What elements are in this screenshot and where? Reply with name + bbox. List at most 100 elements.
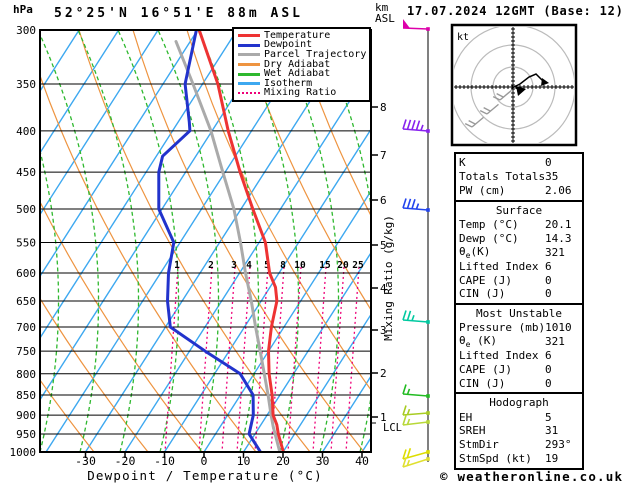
indices-box: Hodograph EH 5 SREH 31 StmDir 293° StmSpd (kt) 1… (454, 392, 584, 470)
temperature-tick-label: -30 (75, 454, 96, 468)
mixing-ratio-label: 3 (231, 260, 237, 271)
wind-barb-half-tick (406, 418, 411, 425)
indices-box: Most Unstable Pressure (mb) 1010 θe (K) 321 L… (454, 302, 584, 395)
indices-row: Lifted Index 6 (459, 259, 579, 273)
indices-row-value: 1010 (545, 321, 572, 335)
indices-box: Surface Temp (°C) 20.1 Dewp (°C) 14.3 θe(K) 32… (454, 199, 584, 305)
hodograph-barb-tick (464, 122, 473, 128)
legend-item: Dewpoint (238, 39, 367, 51)
wind-barb-full-tick (402, 449, 407, 460)
wind-barb-full-tick (402, 198, 407, 209)
isotherm-line (40, 30, 120, 155)
indices-row: θe(K) 321 (459, 244, 579, 260)
legend-line-swatch (238, 53, 260, 57)
wind-barb (402, 19, 430, 31)
indices-row-label: Lifted Index (459, 349, 539, 363)
hodograph-barb-shaft (486, 103, 499, 115)
wind-barb-full-tick (411, 119, 416, 130)
legend-item: Temperature (238, 30, 367, 41)
indices-row-label: K (459, 156, 466, 170)
indices-row-label: Pressure (mb) (459, 321, 546, 335)
mixing-ratio-line (287, 266, 302, 452)
temperature-tick-label: -10 (154, 454, 175, 468)
hodograph-trace-arrowhead (541, 78, 549, 86)
km-tick-label: 3 (380, 324, 387, 337)
indices-row-label: θe(K) (459, 244, 491, 260)
mixing-ratio-axis-title: Mixing Ratio (g/kg) (382, 215, 395, 341)
isotherm-line (40, 30, 278, 401)
wind-barb-level-dot (426, 420, 430, 424)
parcel-trajectory-curve (174, 40, 282, 452)
temperature-tick-label: 30 (316, 454, 330, 468)
km-tick-label: 4 (380, 282, 387, 295)
isotherm-line (242, 251, 371, 452)
pressure-tick-label: 900 (16, 409, 36, 422)
temperature-axis-title: Dewpoint / Temperature (°C) (87, 468, 323, 483)
pressure-tick-label: 350 (16, 78, 36, 91)
mixing-ratio-line (198, 266, 213, 452)
indices-row-label: Totals Totals (459, 170, 546, 184)
legend-label: Dewpoint (264, 39, 313, 51)
mixing-ratio-label: 10 (294, 260, 306, 271)
wind-barb-half-tick (406, 408, 411, 415)
wind-barb-shaft (402, 207, 429, 211)
wind-barb-shaft (402, 319, 429, 323)
indices-box-title: Most Unstable (475, 306, 563, 320)
pressure-tick-label: 950 (16, 428, 36, 441)
hodograph-barb-tick (483, 107, 491, 112)
sounding-curves (157, 30, 285, 452)
legend-label: Parcel Trajectory (264, 48, 367, 60)
indices-row-value: 0 (545, 156, 552, 170)
temperature-tick-label: 0 (201, 454, 208, 468)
lcl-label: LCL (383, 422, 402, 434)
wind-barb-full-tick (402, 405, 407, 416)
dry-adiabat-line (186, 30, 371, 391)
indices-row-value: 0 (545, 362, 552, 376)
wind-barb-level-dot (426, 27, 430, 31)
dry-adiabat-line (40, 297, 149, 452)
pressure-tick-label: 400 (16, 125, 36, 138)
legend-label: Mixing Ratio (264, 87, 337, 99)
indices-row: θe (K) 321 (459, 334, 579, 349)
mixing-ratio-line (236, 266, 251, 452)
hodograph-barb-tick (492, 95, 501, 101)
indices-row-value: 5 (545, 410, 552, 424)
isotherm-line (40, 30, 238, 340)
indices-row-value: 20.1 (545, 218, 572, 231)
indices-row-label: EH (459, 410, 473, 424)
wind-barb-level-dot (426, 394, 430, 398)
indices-row-value: 321 (545, 335, 565, 349)
indices-row: StmDir 293° (459, 438, 579, 452)
wind-barb-full-tick (402, 119, 407, 130)
pressure-grid: 300 350 400 450 500 550 600 650 700 750 800 850 900 9… (10, 24, 371, 459)
indices-row-value: 14.3 (545, 231, 572, 245)
temperature-curve (197, 30, 285, 452)
indices-row: StmSpd (kt) 19 (459, 452, 579, 466)
wind-barb-half-tick (406, 459, 411, 466)
indices-row-value: 0 (545, 273, 552, 287)
legend-box: Temperature Dewpoint Parcel Trajectory Dry … (232, 27, 371, 103)
plot-border (39, 29, 372, 453)
indices-row: CAPE (J) 0 (459, 362, 579, 376)
indices-row-label: CIN (J) (459, 376, 506, 390)
indices-box-title: Surface (495, 203, 543, 217)
mixing-ratio-label: 8 (280, 260, 286, 271)
temperature-tick-label: 10 (237, 454, 251, 468)
dry-adiabat-line (40, 379, 95, 452)
indices-row: PW (cm) 2.06 (459, 184, 579, 198)
pressure-tick-label: 700 (16, 321, 36, 334)
indices-row-label: SREH (459, 424, 486, 438)
legend-item: Parcel Trajectory (238, 48, 367, 60)
legend-label: Wet Adiabat (264, 68, 331, 80)
pressure-tick-label: 650 (16, 295, 36, 308)
wind-barb-full-tick (402, 310, 407, 321)
indices-row: Pressure (mb) 1010 (459, 321, 579, 335)
wind-barb-full-tick (406, 448, 412, 459)
mixing-ratio-line (330, 266, 345, 452)
run-date-title: 17.07.2024 12GMT (Base: 12) (407, 4, 624, 18)
temperature-tick-label: 20 (276, 454, 290, 468)
wind-barb (402, 310, 430, 324)
indices-row-label: Lifted Index (459, 259, 539, 273)
wind-barb-half-tick (420, 124, 424, 131)
